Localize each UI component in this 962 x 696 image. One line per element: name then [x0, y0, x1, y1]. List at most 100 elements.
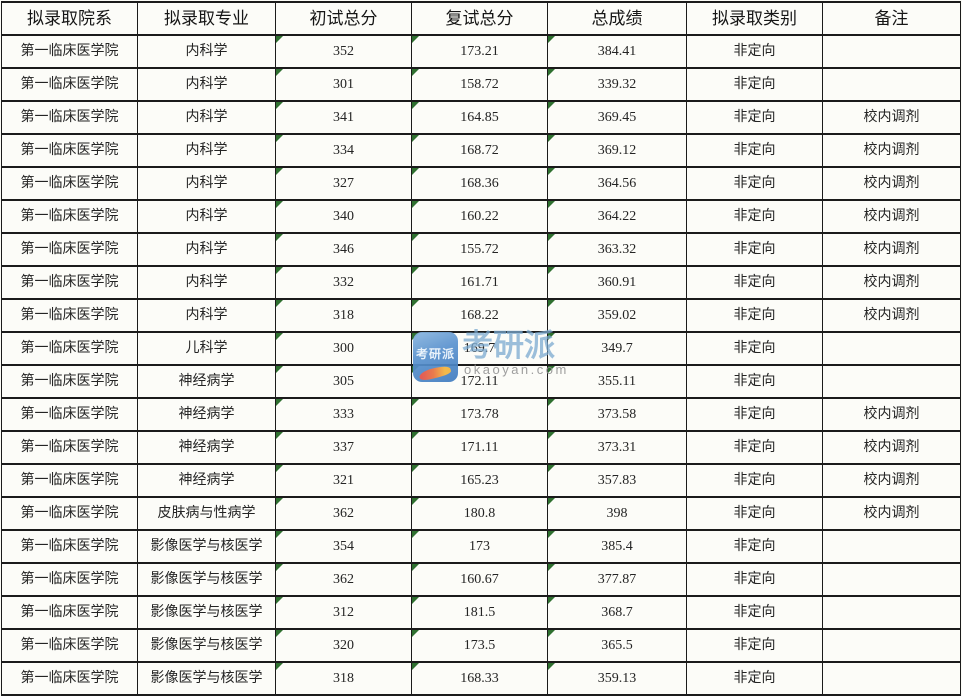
green-triangle-icon	[548, 37, 555, 43]
cell-text: 160.22	[460, 209, 499, 224]
table-cell: 318	[275, 661, 412, 696]
green-triangle-icon	[412, 235, 419, 241]
table-cell: 非定向	[686, 430, 823, 465]
cell-text: 非定向	[733, 143, 776, 158]
cell-text: 内科学	[185, 308, 228, 323]
table-cell: 155.72	[411, 232, 548, 267]
table-cell: 168.72	[411, 133, 548, 168]
green-triangle-icon	[276, 367, 283, 373]
cell-text: 300	[333, 341, 354, 356]
green-triangle-icon	[276, 103, 283, 109]
table-cell: 第一临床医学院	[1, 133, 138, 168]
table-cell: 168.33	[411, 661, 548, 696]
cell-text: 第一临床医学院	[20, 374, 119, 389]
column-header: 初试总分	[275, 1, 412, 36]
table-cell: 校内调剂	[822, 166, 961, 201]
cell-text: 168.22	[460, 308, 499, 323]
table-cell: 内科学	[137, 67, 276, 102]
green-triangle-icon	[548, 664, 555, 670]
cell-text: 171.11	[460, 440, 499, 455]
table-cell: 非定向	[686, 595, 823, 630]
cell-text: 364.56	[597, 176, 637, 191]
table-cell: 171.11	[411, 430, 548, 465]
cell-text: 181.5	[463, 605, 496, 620]
table-cell: 385.4	[547, 529, 687, 564]
cell-text: 362	[333, 572, 354, 587]
cell-text: 非定向	[733, 572, 776, 587]
table-row: 第一临床医学院 内科学 301 158.72 339.32 非定向	[1, 67, 961, 102]
cell-text: 第一临床医学院	[20, 638, 119, 653]
cell-text: 神经病学	[178, 374, 235, 389]
green-triangle-icon	[412, 400, 419, 406]
table-cell: 非定向	[686, 331, 823, 366]
cell-text: 321	[333, 473, 354, 488]
cell-text: 第一临床医学院	[20, 143, 119, 158]
cell-text: 神经病学	[178, 440, 235, 455]
cell-text: 非定向	[733, 671, 776, 686]
cell-text: 第一临床医学院	[20, 209, 119, 224]
cell-text: 非定向	[733, 407, 776, 422]
table-cell: 355.11	[547, 364, 687, 399]
table-cell: 第一临床医学院	[1, 430, 138, 465]
cell-text: 内科学	[185, 44, 228, 59]
column-header: 复试总分	[411, 1, 548, 36]
table-cell: 169.7	[411, 331, 548, 366]
column-header: 总成绩	[547, 1, 687, 36]
table-cell: 384.41	[547, 34, 687, 69]
cell-text: 第一临床医学院	[20, 242, 119, 257]
table-cell: 332	[275, 265, 412, 300]
table-cell: 非定向	[686, 463, 823, 498]
green-triangle-icon	[548, 334, 555, 340]
cell-text: 349.7	[601, 341, 633, 356]
table-cell: 校内调剂	[822, 496, 961, 531]
green-triangle-icon	[276, 664, 283, 670]
table-row: 第一临床医学院 影像医学与核医学 312 181.5 368.7 非定向	[1, 595, 961, 630]
cell-text: 校内调剂	[863, 143, 920, 158]
table-cell: 362	[275, 496, 412, 531]
cell-text: 373.31	[597, 440, 637, 455]
table-cell: 165.23	[411, 463, 548, 498]
cell-text: 173.5	[463, 638, 496, 653]
table-cell: 校内调剂	[822, 397, 961, 432]
table-cell: 非定向	[686, 529, 823, 564]
green-triangle-icon	[412, 70, 419, 76]
cell-text: 385.4	[601, 539, 633, 554]
table-cell: 359.13	[547, 661, 687, 696]
table-cell: 318	[275, 298, 412, 333]
cell-text: 神经病学	[178, 407, 235, 422]
table-cell	[822, 595, 961, 630]
table-cell: 334	[275, 133, 412, 168]
table-cell: 339.32	[547, 67, 687, 102]
table-cell: 非定向	[686, 265, 823, 300]
cell-text: 352	[333, 44, 354, 59]
green-triangle-icon	[412, 664, 419, 670]
green-triangle-icon	[548, 235, 555, 241]
table-cell: 301	[275, 67, 412, 102]
green-triangle-icon	[548, 301, 555, 307]
table-row: 第一临床医学院 皮肤病与性病学 362 180.8 398 非定向 校内调剂	[1, 496, 961, 531]
table-cell: 369.12	[547, 133, 687, 168]
green-triangle-icon	[548, 466, 555, 472]
table-cell: 第一临床医学院	[1, 463, 138, 498]
column-header: 拟录取专业	[137, 1, 276, 36]
table-cell: 第一临床医学院	[1, 298, 138, 333]
table-cell: 神经病学	[137, 463, 276, 498]
green-triangle-icon	[412, 631, 419, 637]
green-triangle-icon	[548, 433, 555, 439]
cell-text: 346	[333, 242, 354, 257]
cell-text: 168.33	[460, 671, 499, 686]
table-cell: 非定向	[686, 628, 823, 663]
cell-text: 305	[333, 374, 354, 389]
cell-text: 非定向	[733, 44, 776, 59]
cell-text: 334	[333, 143, 354, 158]
table-cell: 346	[275, 232, 412, 267]
green-triangle-icon	[276, 37, 283, 43]
table-cell: 300	[275, 331, 412, 366]
cell-text: 非定向	[733, 539, 776, 554]
cell-text: 第一临床医学院	[20, 539, 119, 554]
green-triangle-icon	[412, 433, 419, 439]
table-cell: 357.83	[547, 463, 687, 498]
cell-text: 158.72	[460, 77, 499, 92]
cell-text: 168.36	[460, 176, 499, 191]
